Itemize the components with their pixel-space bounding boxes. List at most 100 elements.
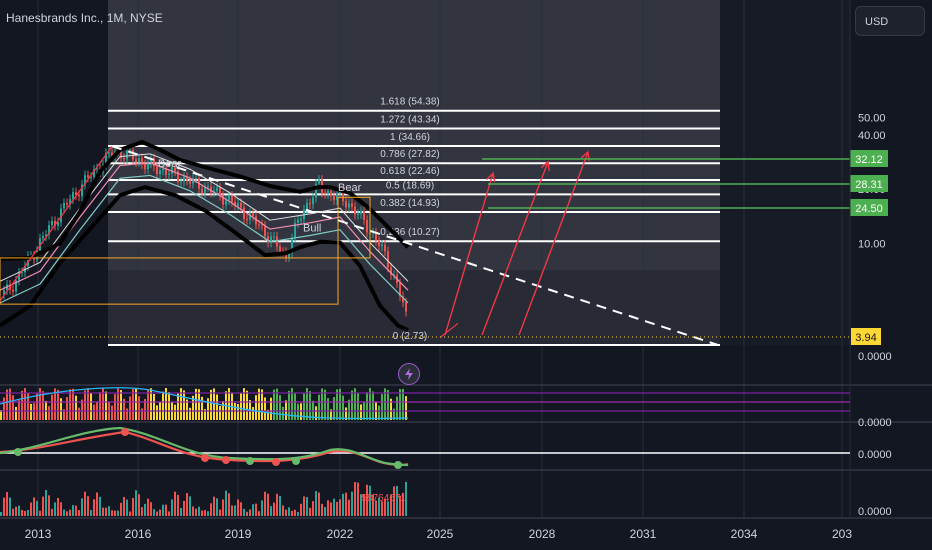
volume-bar: [306, 497, 308, 516]
volume-bar: [147, 498, 149, 516]
candle-body: [45, 234, 47, 237]
indicator-bar: [207, 398, 209, 420]
candle-body: [213, 190, 215, 193]
annotation-bear-2: Bear: [338, 182, 362, 194]
indicator-bar: [255, 395, 257, 420]
volume-bar: [69, 509, 71, 516]
volume-bar: [87, 496, 89, 516]
candle-body: [105, 152, 107, 165]
indicator-bar: [111, 405, 113, 420]
volume-bar: [336, 501, 338, 516]
volume-bar: [246, 511, 248, 516]
candle-body: [234, 201, 236, 206]
volume-bar: [0, 512, 2, 516]
candle-body: [141, 158, 143, 165]
volume-bar: [171, 499, 173, 516]
volume-bar: [234, 505, 236, 516]
candle-body: [237, 202, 239, 206]
volume-bar: [384, 499, 386, 516]
candle-body: [291, 238, 293, 254]
candle-body: [177, 171, 179, 182]
indicator-bar: [321, 388, 323, 420]
alert-bolt-button[interactable]: [398, 363, 420, 385]
candle-body: [165, 169, 167, 175]
indicator-bar: [78, 407, 80, 420]
candle-body: [39, 238, 41, 251]
volume-bar: [354, 482, 356, 516]
indicator-bar: [63, 409, 65, 420]
indicator-bar: [195, 388, 197, 420]
target-arrowhead: [486, 171, 496, 183]
volume-bar: [24, 510, 26, 516]
indicator-bar: [147, 390, 149, 420]
indicator-bar: [150, 388, 152, 420]
candle-body: [360, 211, 362, 214]
time-axis-tick: 2019: [225, 527, 252, 541]
indicator-bar: [345, 407, 347, 420]
indicator-bar: [216, 394, 218, 420]
candle-body: [93, 169, 95, 177]
indicator-bar: [39, 388, 41, 420]
currency-button[interactable]: USD: [855, 6, 925, 36]
indicator-bar: [84, 390, 86, 420]
candle-body: [96, 168, 98, 170]
candle-body: [18, 272, 20, 281]
indicator-bar: [3, 397, 5, 420]
volume-bar: [207, 511, 209, 516]
volume-bar: [63, 509, 65, 516]
time-axis-tick: 203: [832, 527, 852, 541]
indicator-2-dot: [201, 454, 209, 462]
volume-bar: [219, 509, 221, 516]
volume-bar: [33, 497, 35, 516]
fib-label: 1.272 (43.34): [380, 114, 440, 125]
fib-zone-right: [720, 0, 850, 345]
candle-body: [180, 181, 182, 183]
volume-bar: [273, 502, 275, 516]
indicator-2-dot: [246, 457, 254, 465]
candle-body: [261, 224, 263, 226]
volume-bar: [255, 503, 257, 516]
candle-body: [249, 213, 251, 220]
target-arrowhead: [540, 160, 550, 171]
volume-bar: [186, 493, 188, 516]
indicator-bar: [138, 396, 140, 420]
indicator-2-dot: [121, 428, 129, 436]
volume-bar: [231, 505, 233, 516]
indicator-bar: [204, 409, 206, 420]
volume-bar: [189, 496, 191, 516]
candle-body: [90, 176, 92, 178]
volume-bar: [300, 503, 302, 516]
volume-bar: [168, 511, 170, 516]
indicator-bar: [6, 389, 8, 420]
volume-bar: [84, 491, 86, 516]
volume-bar: [177, 494, 179, 516]
volume-bar: [21, 509, 23, 516]
volume-bar: [204, 510, 206, 516]
volume-bar: [294, 509, 296, 516]
target-arrow: [518, 151, 589, 336]
volume-bar: [198, 506, 200, 516]
indicator-bar: [114, 394, 116, 420]
indicator-bar: [294, 392, 296, 420]
volume-bar: [6, 492, 8, 516]
candle-body: [57, 222, 59, 226]
volume-bar: [90, 509, 92, 516]
candle-body: [276, 236, 278, 247]
indicator-bar: [75, 395, 77, 420]
indicator-bar: [90, 393, 92, 420]
candle-body: [87, 175, 89, 178]
indicator-bar: [366, 392, 368, 420]
moving-average-teal: [0, 174, 409, 304]
volume-bar: [153, 509, 155, 516]
volume-bar: [48, 495, 50, 516]
volume-bar: [36, 500, 38, 516]
candle-body: [354, 206, 356, 215]
indicator-bar: [123, 398, 125, 420]
volume-bar: [201, 510, 203, 516]
candle-body: [357, 213, 359, 215]
volume-bar: [387, 501, 389, 516]
indicator-bar: [336, 389, 338, 420]
indicator-bar: [162, 391, 164, 420]
